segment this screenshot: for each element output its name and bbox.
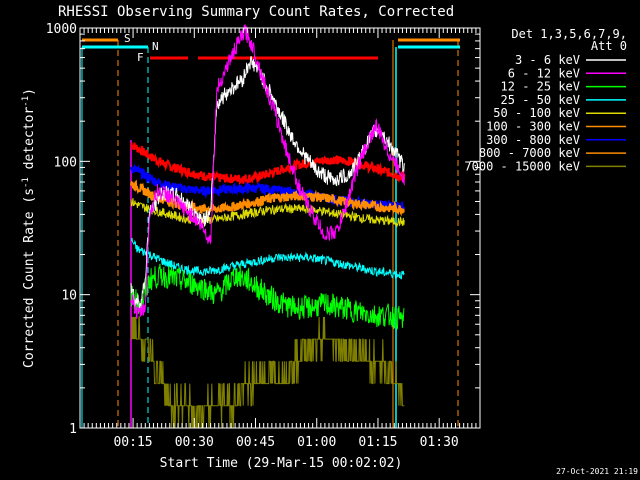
legend-label: 300 - 800 keV	[486, 133, 580, 147]
legend-label: 50 - 100 keV	[493, 106, 580, 120]
x-tick-label: 00:45	[236, 435, 275, 450]
legend-label: 3 - 6 keV	[515, 53, 580, 67]
legend-label: 12 - 25 keV	[501, 80, 580, 94]
x-tick-label: 01:30	[420, 435, 459, 450]
legend-label: 800 - 7000 keV	[479, 146, 580, 160]
series-6-12-kev	[130, 24, 405, 319]
legend-label: 25 - 50 keV	[501, 93, 580, 107]
y-tick-label: 100	[54, 155, 77, 170]
series-7000-15000-kev	[131, 316, 405, 429]
chart-title: RHESSI Observing Summary Count Rates, Co…	[58, 4, 454, 20]
legend-label: 7000 - 15000 keV	[464, 159, 580, 173]
legend-header-line2: Att 0	[591, 39, 627, 53]
legend-header-line1: Det 1,3,5,6,7,9,	[511, 27, 627, 41]
series-50-100-kev	[130, 198, 405, 228]
x-tick-label: 01:00	[297, 435, 336, 450]
y-tick-label: 10	[61, 289, 77, 304]
series-25-50-kev	[130, 237, 405, 280]
legend-label: 100 - 300 keV	[486, 120, 580, 134]
timestamp-footer: 27-Oct-2021 21:19	[556, 467, 638, 476]
x-axis-label: Start Time (29-Mar-15 00:02:02)	[160, 456, 403, 471]
x-tick-label: 01:15	[358, 435, 397, 450]
flag-label-n: N	[152, 40, 159, 53]
flag-label-s: S	[124, 32, 131, 45]
series-12-25-kev	[130, 263, 405, 331]
y-tick-label: 1000	[46, 22, 77, 37]
x-tick-label: 00:15	[113, 435, 152, 450]
series-100-300-kev	[130, 179, 405, 217]
flag-label-f: F	[137, 51, 144, 64]
x-tick-label: 00:30	[175, 435, 214, 450]
y-tick-label: 1	[69, 422, 77, 437]
legend-label: 6 - 12 keV	[508, 66, 580, 80]
plot-frame	[79, 27, 481, 429]
y-axis-label: Corrected Count Rate (s-1 detector-1)	[21, 88, 37, 368]
